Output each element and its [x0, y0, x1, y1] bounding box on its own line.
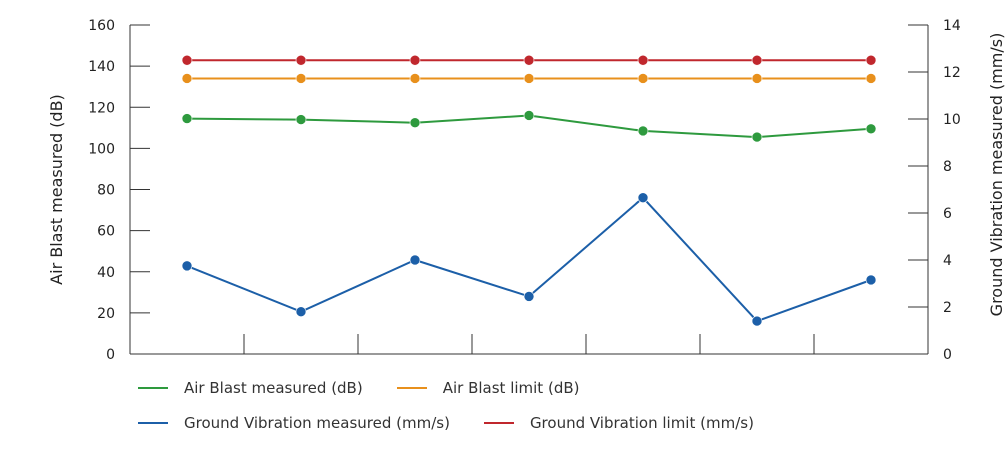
right-axis-title: Ground Vibration measured (mm/s): [987, 33, 1006, 317]
right-tick-label: 10: [943, 112, 961, 128]
left-tick-label: 40: [97, 265, 115, 281]
data-point-air-blast-limit-db: [637, 73, 649, 84]
legend-row-2: Ground Vibration measured (mm/s) Ground …: [138, 405, 938, 440]
legend-label: Ground Vibration measured (mm/s): [184, 413, 450, 432]
data-point-air-blast-measured-db: [523, 110, 535, 121]
legend-swatch: [138, 386, 168, 389]
data-point-ground-vibration-limit-mm-s: [523, 54, 535, 66]
data-point-air-blast-limit-db: [181, 73, 193, 84]
left-tick-label: 160: [88, 18, 115, 34]
data-point-ground-vibration-limit-mm-s: [637, 54, 649, 66]
data-point-air-blast-measured-db: [409, 117, 421, 128]
series-line-ground-vibration-measured-mm-s: [186, 196, 872, 323]
data-point-air-blast-limit-db: [523, 73, 535, 84]
right-tick-label: 6: [943, 206, 952, 222]
chart-axes: 0204060801001201401600246810121412 Jan 2…: [47, 18, 1006, 363]
dual-axis-line-chart: 0204060801001201401600246810121412 Jan 2…: [47, 18, 1006, 363]
chart-series: [181, 54, 877, 327]
left-tick-label: 120: [88, 100, 115, 116]
right-tick-label: 2: [943, 300, 952, 316]
data-point-air-blast-limit-db: [409, 73, 421, 84]
data-point-ground-vibration-measured-mm-s: [295, 306, 307, 318]
data-point-ground-vibration-measured-mm-s: [751, 315, 763, 327]
legend-label: Air Blast limit (dB): [442, 378, 580, 397]
data-point-air-blast-measured-db: [295, 114, 307, 125]
data-point-air-blast-measured-db: [865, 123, 877, 135]
data-point-ground-vibration-limit-mm-s: [181, 54, 193, 66]
legend-row-1: Air Blast measured (dB) Air Blast limit …: [138, 370, 938, 405]
data-point-ground-vibration-measured-mm-s: [409, 254, 421, 266]
legend-item-ground-vibration-measured: Ground Vibration measured (mm/s): [138, 414, 450, 432]
data-point-air-blast-measured-db: [181, 113, 193, 124]
data-point-ground-vibration-measured-mm-s: [181, 260, 193, 272]
legend-item-ground-vibration-limit: Ground Vibration limit (mm/s): [483, 413, 754, 432]
data-point-air-blast-measured-db: [637, 125, 649, 137]
legend-swatch: [396, 386, 427, 389]
legend-item-air-blast-measured: Air Blast measured (dB): [138, 379, 363, 397]
data-point-ground-vibration-limit-mm-s: [295, 54, 307, 66]
left-tick-label: 140: [88, 59, 115, 75]
left-axis-title: Air Blast measured (dB): [47, 94, 66, 285]
data-point-ground-vibration-limit-mm-s: [865, 54, 877, 66]
left-tick-label: 20: [97, 306, 115, 322]
right-tick-label: 8: [943, 159, 952, 175]
right-tick-label: 12: [943, 65, 961, 81]
data-point-ground-vibration-limit-mm-s: [751, 54, 763, 66]
data-point-ground-vibration-measured-mm-s: [523, 291, 535, 302]
left-tick-label: 80: [97, 183, 115, 199]
data-point-air-blast-limit-db: [295, 73, 307, 84]
data-point-air-blast-limit-db: [865, 73, 877, 84]
data-point-ground-vibration-measured-mm-s: [865, 274, 877, 286]
right-tick-label: 0: [943, 347, 952, 363]
left-tick-label: 60: [97, 224, 115, 240]
right-tick-label: 14: [943, 18, 961, 34]
data-point-ground-vibration-limit-mm-s: [409, 54, 421, 66]
legend-swatch: [483, 421, 514, 424]
left-tick-label: 0: [106, 347, 115, 363]
data-point-air-blast-limit-db: [751, 73, 763, 84]
left-tick-label: 100: [88, 141, 115, 157]
right-tick-label: 4: [943, 253, 952, 269]
legend-swatch: [138, 421, 168, 424]
data-point-air-blast-measured-db: [751, 131, 763, 143]
chart-legend: Air Blast measured (dB) Air Blast limit …: [138, 370, 938, 440]
legend-label: Ground Vibration limit (mm/s): [529, 413, 754, 432]
legend-label: Air Blast measured (dB): [184, 378, 363, 397]
legend-item-air-blast-limit: Air Blast limit (dB): [396, 378, 580, 397]
data-point-ground-vibration-measured-mm-s: [637, 192, 649, 204]
